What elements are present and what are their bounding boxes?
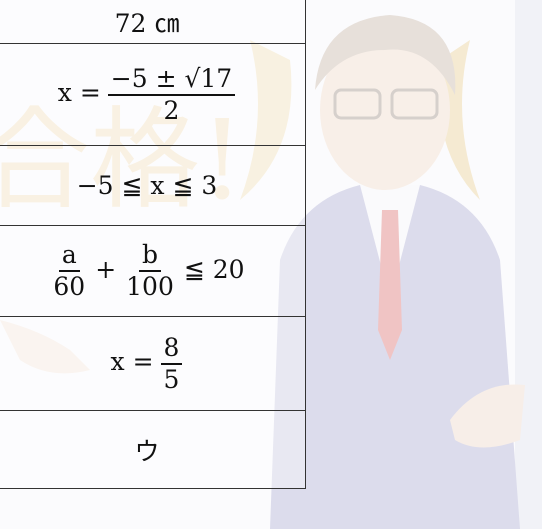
math-text: −5 ≦ x ≦ 3 (76, 171, 218, 200)
fraction: b 100 (123, 240, 177, 302)
table-row: 72 ㎝ (0, 0, 306, 44)
math-text: ウ (134, 436, 160, 466)
math-text: + (95, 254, 117, 284)
math-text: x = (110, 347, 154, 376)
denominator: 5 (163, 364, 180, 394)
answer-cell: 72 ㎝ (0, 0, 306, 44)
denominator: 60 (53, 272, 86, 301)
table-row: a 60 + b 100 ≦ 20 (0, 225, 306, 317)
table-row: ウ (0, 410, 306, 489)
denominator: 100 (126, 272, 174, 301)
fraction: a 60 (50, 240, 88, 302)
table-row: x = −5 ± √17 2 (0, 43, 306, 146)
answer-cell: x = 8 5 (0, 316, 306, 411)
numerator: −5 ± √17 (107, 64, 236, 96)
denominator: 2 (163, 95, 180, 125)
numerator: b (139, 240, 162, 272)
numerator: 8 (160, 333, 183, 365)
table-row: x = 8 5 (0, 316, 306, 411)
math-text: ≦ 20 (183, 254, 245, 284)
answer-cell: x = −5 ± √17 2 (0, 43, 306, 146)
answer-cell: a 60 + b 100 ≦ 20 (0, 225, 306, 317)
math-text: 72 ㎝ (114, 8, 180, 38)
fraction: −5 ± √17 2 (107, 64, 236, 126)
answer-cell: −5 ≦ x ≦ 3 (0, 145, 306, 226)
answer-table: 72 ㎝ x = −5 ± √17 2 −5 ≦ x ≦ 3 a 60 + b 100 ≦ 20 x … (0, 0, 306, 489)
table-row: −5 ≦ x ≦ 3 (0, 145, 306, 226)
math-text: x = (57, 78, 101, 107)
numerator: a (58, 240, 80, 272)
answer-cell: ウ (0, 410, 306, 489)
